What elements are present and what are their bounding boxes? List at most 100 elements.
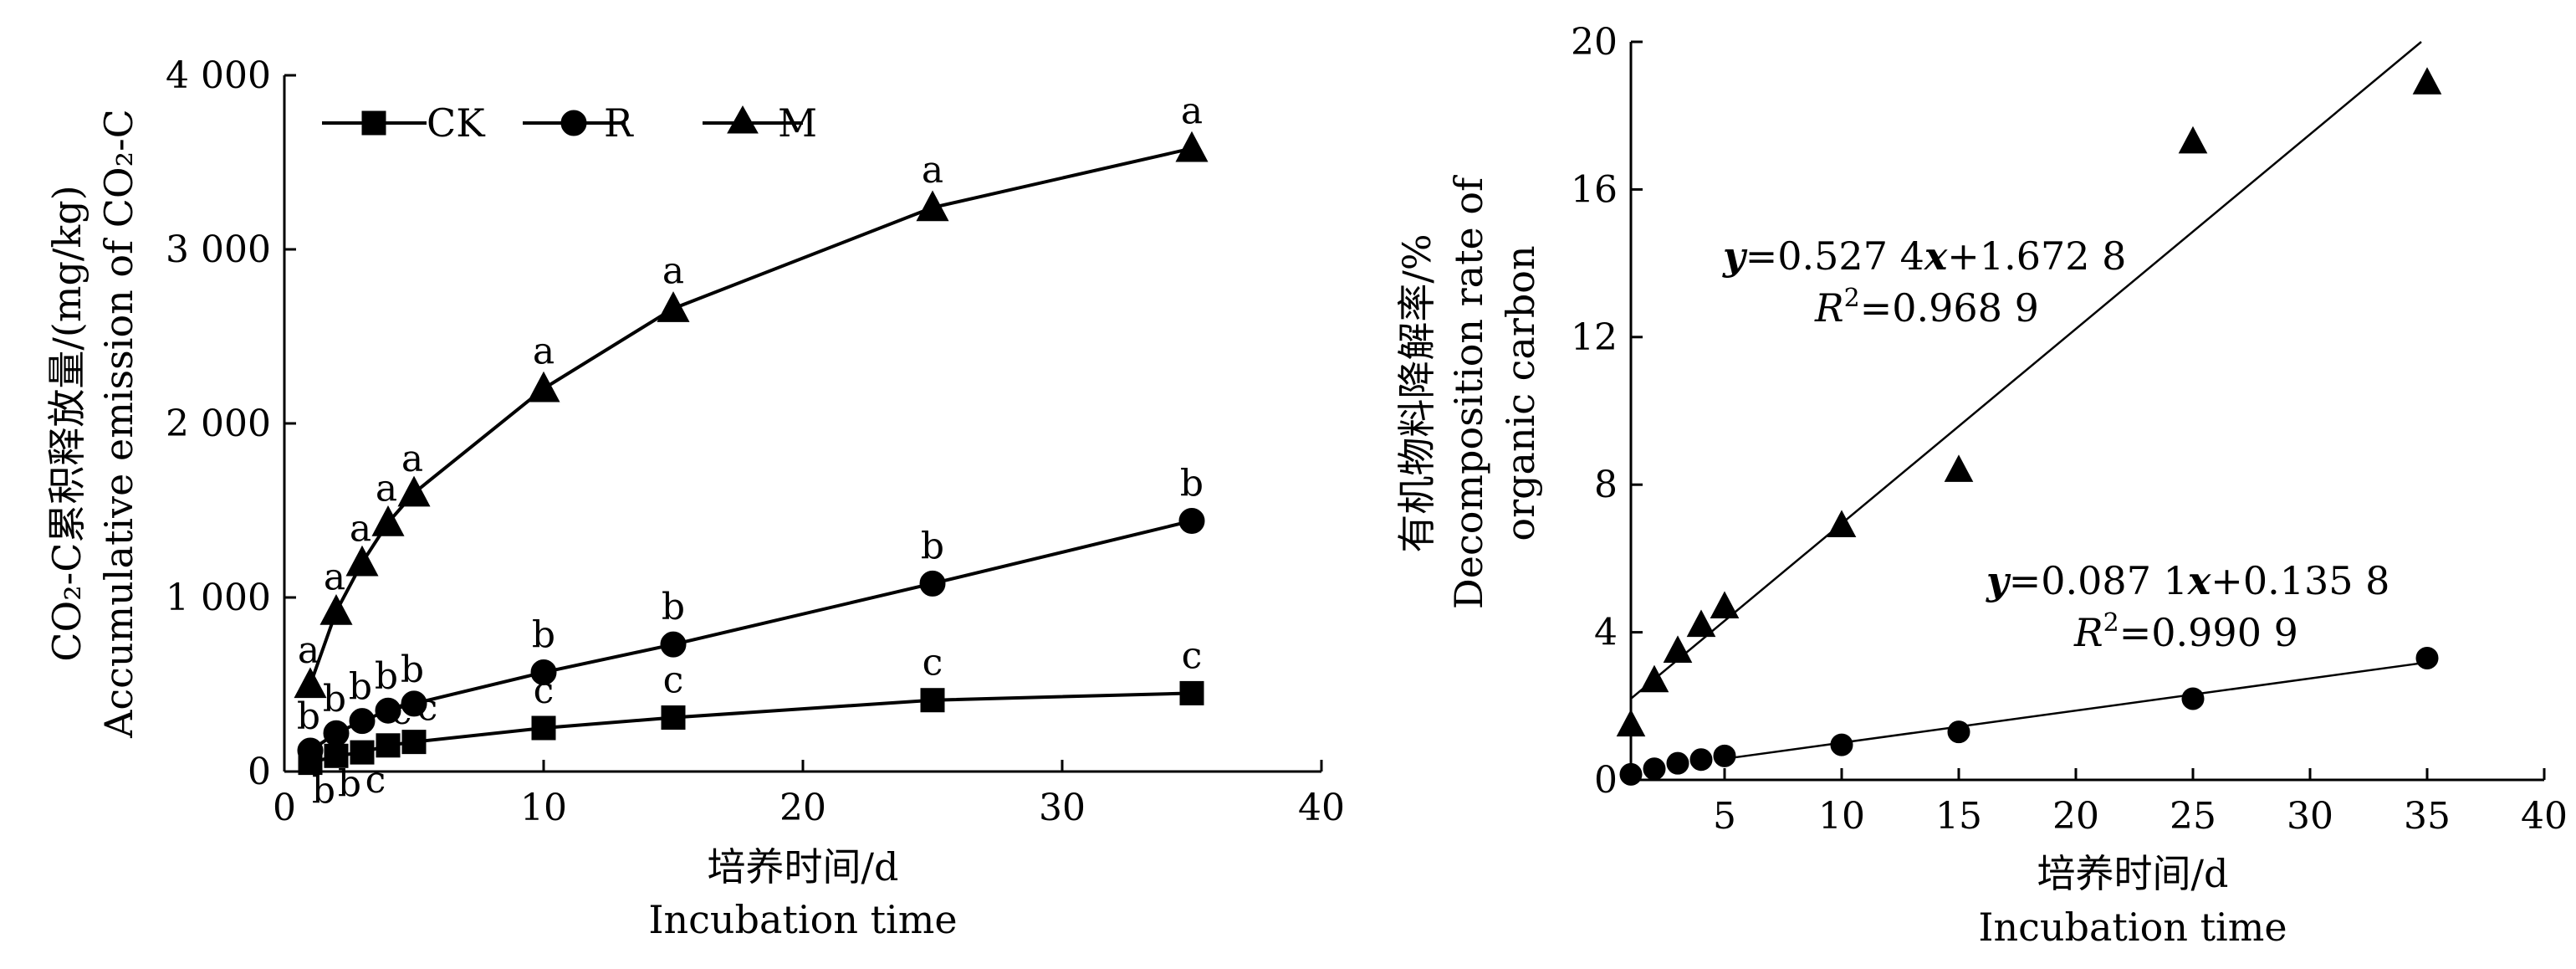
significance-letter-r: b [662, 586, 685, 628]
significance-letter-ck: c [1182, 634, 1203, 677]
legend-item-r: R [523, 100, 634, 146]
right-x-tick-label: 35 [2404, 795, 2451, 838]
marker-m [527, 371, 560, 402]
fit-line-triangle [1630, 41, 2422, 700]
point-circle [2415, 646, 2439, 669]
left-x-tick-label: 30 [1039, 787, 1086, 829]
marker-m [657, 291, 690, 322]
right-x-tick-label: 30 [2287, 795, 2333, 838]
marker-ck [350, 740, 375, 765]
legend-item-ck: CK [322, 100, 486, 146]
left-x-tick-label: 10 [520, 787, 567, 829]
point-triangle [1944, 454, 1974, 482]
marker-m [1175, 131, 1209, 162]
significance-letter-ck: c [663, 659, 684, 702]
significance-letter-m: a [350, 507, 371, 550]
right-y-tick-label: 16 [1571, 168, 1618, 211]
left-y-axis-title-en: Accumulative emission of CO₂-C [96, 109, 141, 739]
significance-letter-ck: c [923, 642, 943, 684]
point-triangle [2178, 126, 2208, 154]
point-circle [1830, 733, 1853, 756]
significance-letter-m: a [922, 149, 943, 192]
right-x-tick-label: 5 [1713, 795, 1736, 838]
equation-m: y=0.527 4x+1.672 8 [1722, 233, 2126, 279]
significance-letter-m: a [324, 556, 345, 599]
significance-letter-m: a [1181, 90, 1203, 132]
right-x-tick-label: 15 [1935, 795, 1982, 838]
marker-r [323, 720, 350, 746]
marker-m [345, 545, 379, 577]
marker-r [530, 659, 557, 685]
significance-letter-ck: b [338, 762, 361, 805]
significance-letter-m: a [298, 629, 319, 672]
significance-letter-r: b [375, 655, 398, 698]
marker-ck [324, 743, 349, 768]
significance-letter-m: a [376, 468, 397, 510]
point-circle [1713, 744, 1736, 767]
left-x-axis-title-en: Incubation time [648, 897, 957, 942]
point-circle [2181, 687, 2205, 710]
legend-label-r: R [604, 100, 634, 146]
left-y-axis-title-cn: CO₂-C累积释放量/(mg/kg) [44, 185, 89, 661]
significance-letter-r: b [1180, 462, 1204, 505]
right-y-tick-label: 12 [1571, 316, 1618, 359]
marker-ck [531, 715, 556, 741]
point-circle [1643, 757, 1666, 781]
significance-letter-r: b [401, 649, 424, 691]
left-y-tick-label: 4 000 [166, 54, 271, 97]
significance-letter-r: b [323, 678, 346, 720]
legend-label-ck: CK [427, 100, 486, 146]
significance-letter-ck: c [365, 759, 386, 802]
left-x-tick-label: 20 [779, 787, 826, 829]
right-x-tick-label: 20 [2052, 795, 2099, 838]
marker-r [349, 708, 376, 735]
significance-letter-r: b [921, 525, 944, 567]
left-y-tick-label: 2 000 [166, 402, 271, 445]
left-x-tick-label: 0 [273, 787, 296, 829]
marker-r [401, 690, 427, 717]
marker-m [371, 505, 405, 536]
significance-letter-ck: c [417, 687, 438, 730]
point-circle [1689, 748, 1713, 772]
right-y-axis-title-en-2: organic carbon [1498, 245, 1543, 541]
point-circle [1666, 751, 1689, 775]
left-x-tick-label: 40 [1298, 787, 1345, 829]
right-x-axis-title-cn: 培养时间/d [2037, 851, 2229, 896]
significance-letter-r: b [349, 666, 372, 709]
right-x-tick-label: 25 [2170, 795, 2216, 838]
right-y-tick-label: 8 [1594, 464, 1618, 506]
significance-letter-m: a [662, 250, 684, 293]
left-y-tick-label: 0 [248, 751, 271, 793]
legend: CK R M [322, 100, 817, 146]
series-line-r [309, 519, 1193, 752]
significance-letter-m: a [401, 438, 423, 480]
significance-letter-r: b [532, 613, 555, 656]
marker-m [319, 594, 353, 625]
left-y-tick-label: 3 000 [166, 228, 271, 271]
legend-item-m: M [703, 100, 817, 146]
point-triangle [1663, 635, 1693, 663]
significance-letter-ck: c [534, 669, 555, 712]
series-line-m [309, 146, 1193, 685]
right-y-tick-label: 4 [1594, 612, 1618, 654]
legend-label-m: M [778, 100, 817, 146]
r-squared-r: R2=0.990 9 [2073, 608, 2298, 655]
equation-r: y=0.087 1x+0.135 8 [1986, 558, 2389, 603]
marker-ck [920, 688, 945, 713]
marker-r [375, 697, 401, 724]
point-circle [1947, 720, 1970, 744]
marker-r [919, 570, 946, 597]
marker-ck [1179, 680, 1204, 705]
point-triangle [1710, 591, 1740, 619]
significance-letter-m: a [533, 330, 555, 372]
point-triangle [1686, 609, 1716, 638]
marker-ck [376, 733, 401, 758]
series-line-ck [309, 691, 1193, 765]
left-y-tick-label: 1 000 [166, 577, 271, 619]
right-y-axis-title-en-1: Decomposition rate of [1446, 175, 1491, 609]
marker-r [297, 737, 324, 764]
point-triangle [2412, 67, 2442, 95]
point-triangle [1827, 510, 1857, 538]
